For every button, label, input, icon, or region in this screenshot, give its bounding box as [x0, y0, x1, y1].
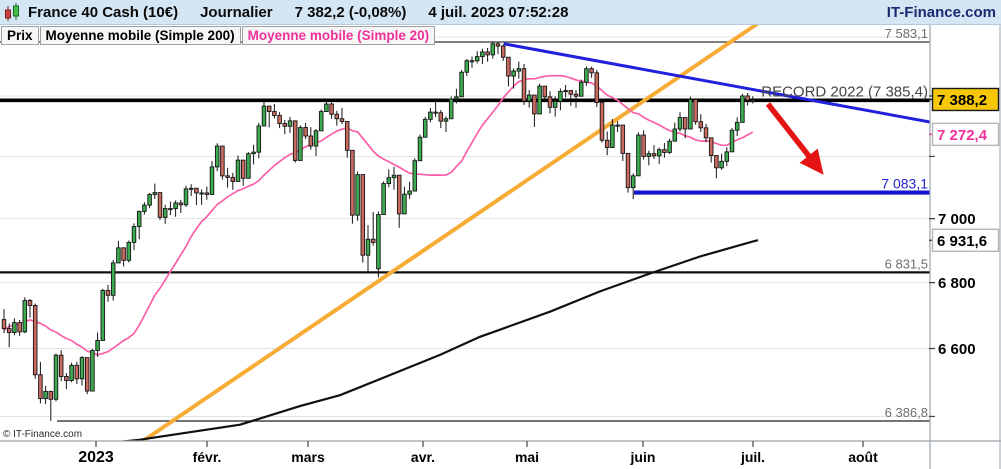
instrument-title: France 40 Cash (10€) [28, 3, 179, 21]
trendline-descending-blue[interactable] [503, 42, 930, 124]
title-bar: France 40 Cash (10€) Journalier 7 382,2 … [0, 0, 1001, 25]
legend-item-ma20[interactable]: Moyenne mobile (Simple 20) [241, 26, 436, 45]
svg-text:juil.: juil. [740, 449, 765, 465]
svg-text:7 583,1: 7 583,1 [885, 26, 928, 41]
svg-text:6 386,8: 6 386,8 [885, 405, 928, 420]
indicator-legend: Prix Moyenne mobile (Simple 200) Moyenne… [1, 26, 436, 45]
red-arrow-annotation[interactable] [765, 102, 824, 175]
trendline-ascending-orange[interactable] [141, 24, 759, 441]
svg-text:6 600: 6 600 [938, 341, 976, 358]
svg-text:RECORD 2022 (7 385,4): RECORD 2022 (7 385,4) [761, 83, 928, 100]
brand-link[interactable]: IT-Finance.com [886, 3, 996, 21]
svg-text:6 800: 6 800 [938, 275, 976, 292]
svg-text:mars: mars [291, 449, 325, 465]
ma20-line [3, 74, 754, 356]
svg-text:6 831,5: 6 831,5 [885, 256, 928, 271]
price-scale: 7 000 6 800 6 600 7 388,2 7 272,4 6 931,6 [929, 24, 1001, 469]
svg-text:7 272,4: 7 272,4 [937, 127, 988, 144]
level-labels: 7 583,1 RECORD 2022 (7 385,4) 6 831,5 6 386… [761, 26, 928, 420]
last-quote: 7 382,2 (-0,08%) [294, 3, 407, 21]
price-badge[interactable]: 7 272,4 [929, 122, 1000, 147]
svg-text:août: août [848, 449, 878, 465]
svg-text:7 083,1: 7 083,1 [881, 176, 928, 192]
level-lines[interactable] [0, 41, 930, 422]
time-axis: 2023 févr. mars avr. mai juin juil. août [0, 440, 1001, 466]
svg-text:avr.: avr. [411, 449, 435, 465]
svg-text:7 000: 7 000 [938, 211, 976, 228]
candlestick-logo-icon [5, 3, 19, 21]
copyright-watermark: © IT-Finance.com [3, 429, 83, 440]
quote-datetime: 4 juil. 2023 07:52:28 [428, 3, 569, 21]
legend-item-ma200[interactable]: Moyenne mobile (Simple 200) [39, 26, 241, 45]
timeframe-label: Journalier [200, 3, 273, 21]
svg-text:6 931,6: 6 931,6 [937, 233, 987, 250]
legend-item-price[interactable]: Prix [1, 26, 39, 45]
ma200-line [117, 239, 759, 441]
svg-text:févr.: févr. [193, 449, 222, 465]
candles-layer [1, 42, 756, 421]
svg-text:mai: mai [515, 449, 539, 465]
svg-text:7 388,2: 7 388,2 [937, 92, 987, 109]
svg-text:2023: 2023 [78, 449, 114, 466]
price-badge[interactable]: 7 388,2 [929, 87, 1000, 112]
plot-area [0, 24, 930, 441]
svg-text:juin: juin [630, 449, 656, 465]
price-badge[interactable]: 6 931,6 [929, 228, 1000, 253]
